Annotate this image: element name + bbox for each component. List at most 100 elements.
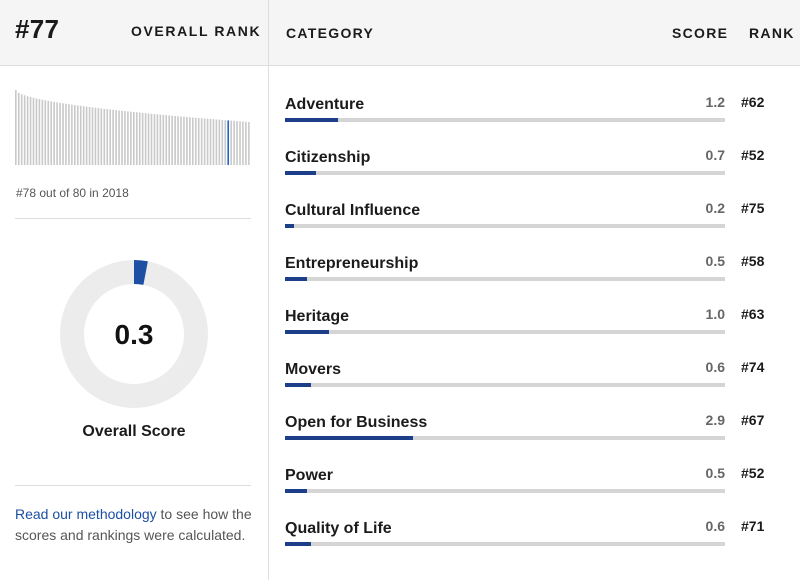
histogram-bar <box>224 120 227 165</box>
histogram-bar <box>171 115 173 165</box>
histogram-bar <box>38 99 41 165</box>
histogram-bar <box>112 109 114 165</box>
histogram-bar <box>41 99 44 165</box>
category-name: Movers <box>285 361 342 378</box>
histogram-bar <box>150 113 153 165</box>
category-score-bar <box>285 118 725 122</box>
histogram-bar <box>65 103 67 165</box>
category-rank: #75 <box>741 200 765 216</box>
histogram-bar <box>133 112 135 165</box>
histogram-bar <box>135 112 138 165</box>
category-row: Open for Business 2.9 #67 <box>285 412 785 454</box>
histogram-bar <box>242 121 244 165</box>
histogram-bar <box>79 105 82 165</box>
category-rank: #63 <box>741 306 765 322</box>
category-rank: #74 <box>741 359 765 375</box>
histogram-bar <box>230 120 232 165</box>
category-score: 0.2 <box>705 200 725 216</box>
donut-fill <box>133 260 148 285</box>
histogram-bar <box>115 110 117 165</box>
histogram-bar <box>100 108 103 165</box>
category-score-bar <box>285 383 725 387</box>
category-rank: #52 <box>741 147 765 163</box>
methodology-link[interactable]: Read our methodology <box>15 506 157 522</box>
category-score: 0.5 <box>705 465 725 481</box>
histogram-bar <box>221 119 224 165</box>
methodology-note: Read our methodology to see how the scor… <box>15 504 255 545</box>
category-score-bar-fill <box>285 277 307 281</box>
histogram-bar <box>209 118 212 165</box>
histogram-bar <box>32 97 35 165</box>
histogram-bar <box>189 117 191 165</box>
category-score-bar-fill <box>285 489 307 493</box>
histogram-bar <box>106 109 109 165</box>
category-name: Adventure <box>285 96 365 113</box>
rank-column-header: RANK <box>749 25 795 41</box>
category-name: Power <box>285 467 334 484</box>
histogram-bar <box>236 121 238 165</box>
category-name: Heritage <box>285 308 350 325</box>
divider <box>15 485 251 486</box>
histogram-bar <box>26 96 29 165</box>
histogram-bar <box>168 115 171 165</box>
category-name: Citizenship <box>285 149 371 166</box>
histogram-bar <box>159 114 162 165</box>
category-rank: #67 <box>741 412 765 428</box>
histogram-bar <box>153 114 156 165</box>
category-score: 0.6 <box>705 359 725 375</box>
histogram-bar <box>200 118 203 165</box>
histogram-bar <box>183 116 185 165</box>
histogram-bar <box>35 98 38 165</box>
category-score: 0.7 <box>705 147 725 163</box>
histogram-bar <box>88 107 91 165</box>
category-score: 0.6 <box>705 518 725 534</box>
histogram-bar <box>23 95 26 165</box>
histogram-bar <box>29 97 32 165</box>
histogram-bar <box>53 101 55 165</box>
score-column-header: SCORE <box>672 25 729 41</box>
category-rank: #52 <box>741 465 765 481</box>
category-score: 2.9 <box>705 412 725 428</box>
category-row: Movers 0.6 #74 <box>285 359 785 401</box>
histogram-bar <box>20 94 23 165</box>
category-score-bar <box>285 171 725 175</box>
category-score-bar-fill <box>285 436 413 440</box>
rank-histogram <box>15 90 250 165</box>
category-score-bar-fill <box>285 171 316 175</box>
histogram-bar <box>144 113 147 165</box>
category-score-bar-fill <box>285 542 312 546</box>
histogram-bar <box>56 102 58 165</box>
category-score-bar <box>285 330 725 334</box>
histogram-bar <box>62 103 64 165</box>
category-score-bar <box>285 436 725 440</box>
histogram-bar <box>94 107 97 165</box>
histogram-bar <box>192 117 194 165</box>
category-row: Power 0.5 #52 <box>285 465 785 507</box>
histogram-bar <box>162 114 165 165</box>
category-score-bar <box>285 542 725 546</box>
category-row: Adventure 1.2 #62 <box>285 94 785 136</box>
category-name: Quality of Life <box>285 520 392 537</box>
histogram-bar <box>97 108 100 165</box>
category-score: 1.0 <box>705 306 725 322</box>
overall-rank-number: #77 <box>15 14 60 44</box>
category-row: Entrepreneurship 0.5 #58 <box>285 253 785 295</box>
histogram-bar-highlight <box>227 120 230 165</box>
histogram-bar <box>118 110 120 165</box>
histogram-bar <box>147 113 150 165</box>
column-divider <box>268 0 269 580</box>
histogram-bar <box>17 92 20 165</box>
histogram-bar <box>71 104 73 165</box>
histogram-bar <box>141 112 144 165</box>
overall-score-donut: 0.3 <box>60 260 208 408</box>
overall-rank-header: #77 OVERALL RANK <box>0 0 268 66</box>
histogram-bar <box>203 118 206 165</box>
histogram-bar <box>212 119 215 165</box>
category-score-bar <box>285 224 725 228</box>
histogram-bar <box>215 119 218 165</box>
category-table-header: CATEGORY SCORE RANK <box>269 0 800 66</box>
category-score-bar <box>285 277 725 281</box>
histogram-bar <box>165 115 168 165</box>
category-row: Quality of Life 0.6 #71 <box>285 518 785 560</box>
category-score-bar <box>285 489 725 493</box>
